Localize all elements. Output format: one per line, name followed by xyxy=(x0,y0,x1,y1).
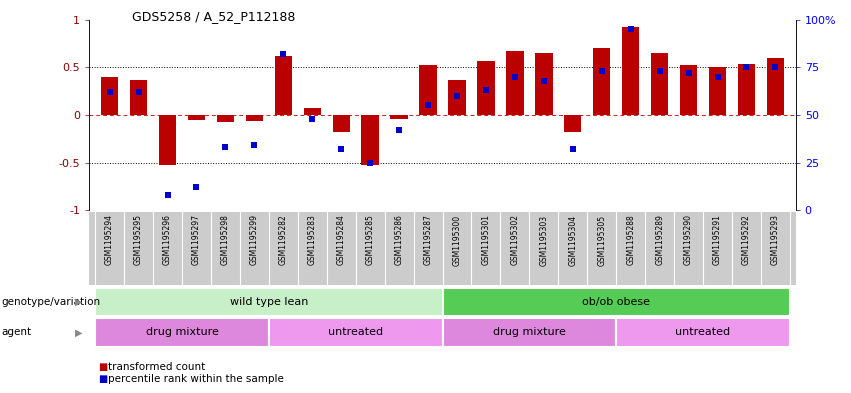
Text: GSM1195301: GSM1195301 xyxy=(482,215,490,265)
Text: GSM1195290: GSM1195290 xyxy=(684,215,693,265)
Bar xyxy=(767,58,784,115)
Bar xyxy=(564,115,581,132)
Text: GDS5258 / A_52_P112188: GDS5258 / A_52_P112188 xyxy=(132,10,295,23)
Point xyxy=(219,144,232,151)
Text: untreated: untreated xyxy=(676,327,731,338)
Bar xyxy=(362,115,379,165)
Bar xyxy=(95,288,443,316)
Point xyxy=(768,64,782,70)
Point xyxy=(653,68,666,74)
Point xyxy=(277,51,290,57)
Text: GSM1195293: GSM1195293 xyxy=(771,215,780,265)
Bar xyxy=(391,115,408,119)
Text: drug mixture: drug mixture xyxy=(146,327,219,338)
Bar xyxy=(535,53,552,115)
Bar xyxy=(477,61,494,115)
Point xyxy=(363,160,377,166)
Bar xyxy=(95,318,269,347)
Bar xyxy=(420,65,437,115)
Bar xyxy=(269,318,443,347)
Point xyxy=(508,74,522,80)
Text: GSM1195283: GSM1195283 xyxy=(308,215,317,265)
Text: agent: agent xyxy=(2,327,31,338)
Text: GSM1195300: GSM1195300 xyxy=(453,215,461,266)
Bar xyxy=(593,48,610,115)
Bar xyxy=(506,51,523,115)
Text: GSM1195299: GSM1195299 xyxy=(250,215,259,265)
Bar xyxy=(622,27,639,115)
Point xyxy=(682,70,695,76)
Point xyxy=(161,192,174,198)
Text: ■: ■ xyxy=(98,362,107,373)
Text: ■: ■ xyxy=(98,374,107,384)
Text: GSM1195291: GSM1195291 xyxy=(713,215,722,265)
Text: GSM1195297: GSM1195297 xyxy=(192,215,201,265)
Text: GSM1195298: GSM1195298 xyxy=(221,215,230,265)
Bar xyxy=(651,53,668,115)
Point xyxy=(595,68,608,74)
Point xyxy=(132,89,146,95)
Text: GSM1195295: GSM1195295 xyxy=(134,215,143,265)
Text: GSM1195286: GSM1195286 xyxy=(395,215,403,265)
Bar xyxy=(130,80,147,115)
Text: ▶: ▶ xyxy=(75,297,83,307)
Point xyxy=(740,64,753,70)
Bar xyxy=(188,115,205,120)
Text: GSM1195303: GSM1195303 xyxy=(540,215,548,266)
Point xyxy=(103,89,117,95)
Text: GSM1195302: GSM1195302 xyxy=(511,215,519,265)
Text: ob/ob obese: ob/ob obese xyxy=(582,297,650,307)
Point xyxy=(248,142,261,149)
Text: GSM1195304: GSM1195304 xyxy=(568,215,577,266)
Point xyxy=(711,74,724,80)
Text: GSM1195296: GSM1195296 xyxy=(163,215,172,265)
Point xyxy=(537,77,551,84)
Bar xyxy=(101,77,118,115)
Bar xyxy=(304,108,321,115)
Point xyxy=(479,87,493,93)
Text: GSM1195289: GSM1195289 xyxy=(655,215,664,265)
Text: drug mixture: drug mixture xyxy=(493,327,566,338)
Bar xyxy=(443,318,616,347)
Bar xyxy=(709,67,726,115)
Bar xyxy=(159,115,176,165)
Text: wild type lean: wild type lean xyxy=(230,297,308,307)
Point xyxy=(392,127,406,133)
Bar xyxy=(246,115,263,121)
Bar xyxy=(275,56,292,115)
Bar xyxy=(616,318,790,347)
Bar xyxy=(333,115,350,132)
Text: GSM1195287: GSM1195287 xyxy=(424,215,432,265)
Text: genotype/variation: genotype/variation xyxy=(2,297,100,307)
Bar xyxy=(738,64,755,115)
Point xyxy=(334,146,348,152)
Point xyxy=(450,93,464,99)
Bar xyxy=(448,80,465,115)
Text: GSM1195282: GSM1195282 xyxy=(279,215,288,265)
Point xyxy=(190,184,203,191)
Text: GSM1195294: GSM1195294 xyxy=(106,215,114,265)
Text: GSM1195285: GSM1195285 xyxy=(366,215,374,265)
Text: percentile rank within the sample: percentile rank within the sample xyxy=(108,374,284,384)
Text: ▶: ▶ xyxy=(75,327,83,338)
Point xyxy=(421,102,435,108)
Text: GSM1195305: GSM1195305 xyxy=(597,215,606,266)
Text: GSM1195288: GSM1195288 xyxy=(626,215,635,265)
Point xyxy=(566,146,580,152)
Bar xyxy=(443,288,790,316)
Text: untreated: untreated xyxy=(328,327,383,338)
Text: GSM1195284: GSM1195284 xyxy=(337,215,346,265)
Bar xyxy=(680,65,697,115)
Text: GSM1195292: GSM1195292 xyxy=(742,215,751,265)
Point xyxy=(624,26,637,32)
Bar xyxy=(217,115,234,121)
Point xyxy=(306,116,319,122)
Text: transformed count: transformed count xyxy=(108,362,205,373)
